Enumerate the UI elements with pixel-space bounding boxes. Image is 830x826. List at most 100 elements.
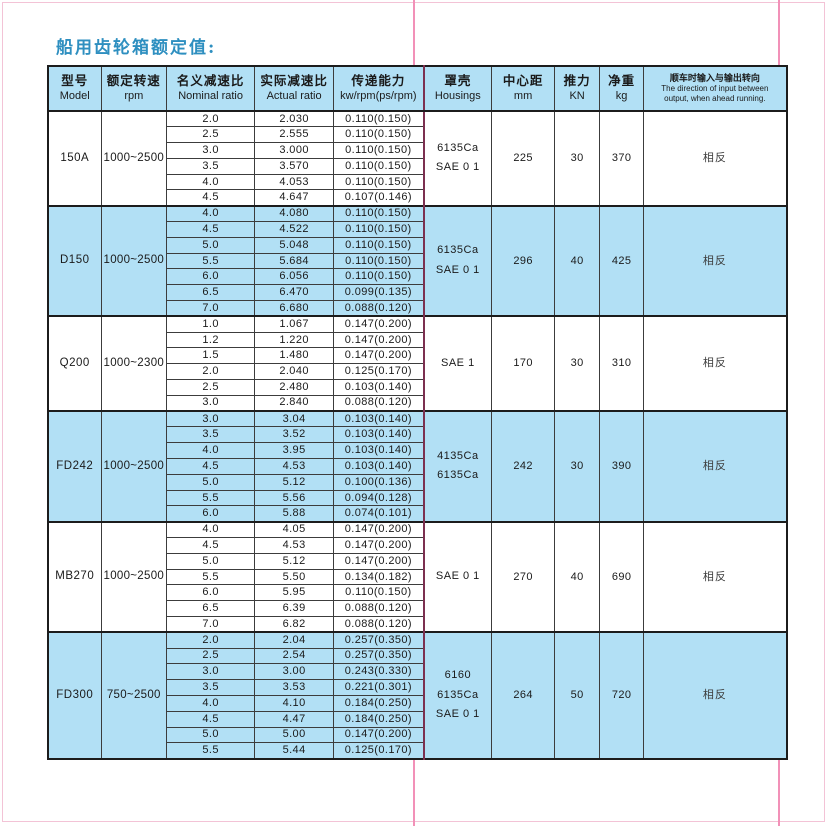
direction-cell: 相反	[643, 204, 788, 317]
nominal-ratio-cell: 4.5	[166, 537, 256, 554]
housing-line: 6135Ca	[437, 469, 479, 482]
nominal-ratio-cell: 3.0	[166, 394, 256, 412]
nominal-ratio-cell: 4.5	[166, 221, 256, 238]
column-header-en: kg	[615, 89, 628, 102]
nominal-ratio-cell: 2.5	[166, 126, 256, 144]
capacity-cell: 0.094(0.128)	[333, 489, 425, 507]
capacity-cell: 0.125(0.170)	[333, 742, 425, 760]
capacity-cell: 0.074(0.101)	[333, 505, 425, 523]
column-header-zh: 名义减速比	[176, 74, 245, 89]
nominal-ratio-cell: 2.5	[166, 379, 256, 396]
model-cell: Q200	[47, 315, 102, 412]
actual-ratio-cell: 5.12	[254, 473, 335, 491]
capacity-cell: 0.110(0.150)	[333, 173, 425, 191]
capacity-cell: 0.110(0.150)	[333, 252, 425, 270]
table-row: 5.0 5.00 0.147(0.200)	[48, 726, 787, 744]
rpm-cell: 1000~2500	[100, 110, 168, 207]
table-row: 6.0 5.88 0.074(0.101)	[48, 505, 787, 523]
housing-cell: 6160 6135Ca SAE 0 1	[423, 631, 493, 760]
housing-cell: SAE 1	[423, 315, 493, 412]
actual-ratio-cell: 1.220	[254, 331, 335, 349]
nominal-ratio-cell: 2.5	[166, 647, 256, 665]
table-row: 4.5 4.53 0.103(0.140)	[48, 458, 787, 475]
capacity-cell: 0.110(0.150)	[333, 268, 425, 286]
table-row: Q200 1000~2300 1.0 1.067 0.147(0.200) SAE 1 17…	[47, 315, 788, 412]
actual-ratio-cell: 4.47	[254, 710, 335, 728]
capacity-cell: 0.103(0.140)	[333, 442, 425, 460]
center-distance-cell: 225	[491, 110, 556, 207]
nominal-ratio-cell: 5.0	[166, 236, 256, 254]
center-distance-cell: 264	[491, 631, 556, 760]
nominal-ratio-cell: 5.0	[166, 473, 256, 491]
column-header-rpm: 额定转速 rpm	[100, 65, 168, 112]
table-row: 2.5 2.555 0.110(0.150)	[48, 126, 787, 144]
actual-ratio-cell: 4.522	[254, 221, 335, 238]
actual-ratio-cell: 5.88	[254, 505, 335, 523]
table-row: 1.2 1.220 0.147(0.200)	[48, 331, 787, 349]
actual-ratio-cell: 2.480	[254, 379, 335, 396]
table-row: 3.0 3.00 0.243(0.330)	[48, 663, 787, 681]
capacity-cell: 0.110(0.150)	[333, 204, 425, 223]
table-row: 3.5 3.52 0.103(0.140)	[48, 426, 787, 444]
nominal-ratio-cell: 3.5	[166, 426, 256, 444]
capacity-cell: 0.147(0.200)	[333, 315, 425, 333]
nominal-ratio-cell: 6.5	[166, 600, 256, 617]
actual-ratio-cell: 6.056	[254, 268, 335, 286]
actual-ratio-cell: 2.030	[254, 110, 335, 128]
column-header-en: Model	[59, 89, 90, 102]
actual-ratio-cell: 4.05	[254, 520, 335, 539]
nominal-ratio-cell: 4.0	[166, 173, 256, 191]
center-distance-cell: 170	[491, 315, 556, 412]
housing-line: 6135Ca	[437, 688, 479, 701]
actual-ratio-cell: 6.82	[254, 616, 335, 633]
actual-ratio-cell: 3.00	[254, 663, 335, 681]
center-distance-cell: 270	[491, 520, 556, 633]
direction-cell: 相反	[643, 110, 788, 207]
column-header-zh: 顺车时输入与输出转向	[669, 72, 760, 83]
model-cell: MB270	[47, 520, 102, 633]
housing-line: 6135Ca	[437, 244, 479, 257]
nominal-ratio-cell: 1.0	[166, 315, 256, 333]
capacity-cell: 0.103(0.140)	[333, 410, 425, 428]
nominal-ratio-cell: 3.0	[166, 410, 256, 428]
housing-cell: 4135Ca 6135Ca	[423, 410, 493, 523]
capacity-cell: 0.184(0.250)	[333, 710, 425, 728]
column-header-en: KN	[569, 89, 585, 102]
capacity-cell: 0.099(0.135)	[333, 284, 425, 302]
capacity-cell: 0.243(0.330)	[333, 663, 425, 681]
column-header-capacity: 传递能力 kw/rpm(ps/rpm)	[333, 65, 425, 112]
nominal-ratio-cell: 4.5	[166, 710, 256, 728]
model-cell: FD242	[47, 410, 102, 523]
actual-ratio-cell: 3.52	[254, 426, 335, 444]
thrust-cell: 40	[554, 520, 601, 633]
housing-line: SAE 0 1	[435, 570, 480, 583]
capacity-cell: 0.257(0.350)	[333, 631, 425, 649]
table-row: FD242 1000~2500 3.0 3.04 0.103(0.140) 4135Ca 6…	[47, 410, 788, 523]
capacity-cell: 0.088(0.120)	[333, 394, 425, 412]
housing-line: SAE 0 1	[435, 708, 480, 721]
nominal-ratio-cell: 1.5	[166, 347, 256, 365]
column-header-center: 中心距 mm	[491, 65, 556, 112]
rpm-cell: 1000~2500	[100, 204, 168, 317]
capacity-cell: 0.110(0.150)	[333, 236, 425, 254]
nominal-ratio-cell: 4.5	[166, 458, 256, 475]
table-row: 3.5 3.53 0.221(0.301)	[48, 679, 787, 696]
nominal-ratio-cell: 5.0	[166, 552, 256, 570]
housing-line: 6160	[444, 668, 472, 681]
table-body: 150A 1000~2500 2.0 2.030 0.110(0.150) 6135Ca S…	[47, 110, 788, 760]
column-header-zh: 传递能力	[351, 74, 406, 89]
column-header-zh: 额定转速	[106, 74, 161, 89]
nominal-ratio-cell: 5.5	[166, 568, 256, 586]
capacity-cell: 0.221(0.301)	[333, 679, 425, 696]
housing-line: 4135Ca	[437, 449, 479, 462]
actual-ratio-cell: 2.040	[254, 363, 335, 381]
capacity-cell: 0.088(0.120)	[333, 300, 425, 317]
actual-ratio-cell: 6.470	[254, 284, 335, 302]
column-header-housing: 罩壳 Housings	[423, 65, 493, 112]
nominal-ratio-cell: 3.0	[166, 142, 256, 159]
center-distance-cell: 296	[491, 204, 556, 317]
capacity-cell: 0.147(0.200)	[333, 347, 425, 365]
nominal-ratio-cell: 4.5	[166, 189, 256, 207]
capacity-cell: 0.110(0.150)	[333, 142, 425, 159]
column-header-actual: 实际减速比 Actual ratio	[254, 65, 335, 112]
